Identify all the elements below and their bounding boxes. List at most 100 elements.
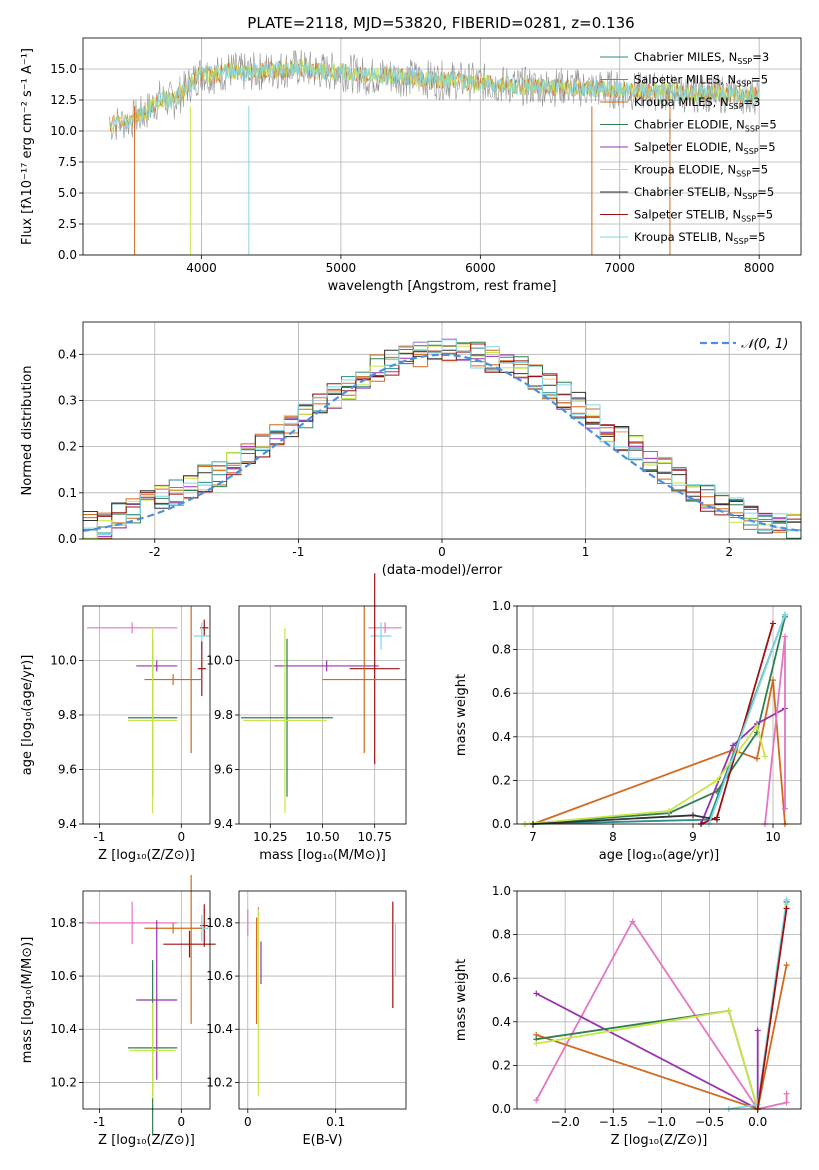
y-tick-label: 10.4 [206,1022,233,1036]
series-line [533,990,761,1112]
x-tick-label: 4000 [186,261,217,275]
x-tick-label: -2 [149,545,161,559]
y-tick-label: 1.0 [492,884,511,898]
data-marker [783,1099,790,1106]
series-line [522,613,788,827]
x-tick-label: -1 [93,830,105,844]
data-point [349,573,400,765]
errorbars [87,606,210,814]
y-axis-label: mass weight [454,674,469,756]
normal-curve [83,353,801,532]
spectrum-lines [109,49,759,255]
x-tick-label: 9 [689,830,697,844]
series-path [532,679,786,825]
y-tick-label: 10.2 [206,1075,233,1089]
axes-frame [82,605,211,825]
data-marker [714,777,720,784]
x-tick-label: 8000 [744,261,775,275]
y-tick-label: 0.6 [492,686,511,700]
x-tick-label: 10.75 [358,830,392,844]
y-tick-label: 0.4 [492,730,511,744]
data-marker [783,962,790,969]
x-axis-label: Z [log₁₀(Z/Z⊙)] [98,1133,195,1148]
legend-label: Chabrier STELIB, NSSP=5 [634,185,774,201]
legend-label: 𝒩(0, 1) [741,337,788,352]
x-axis-label: Z [log₁₀(Z/Z⊙)] [611,1133,708,1148]
series-line [530,611,788,827]
data-marker [762,753,768,760]
grid-mass_vs_ebv [239,891,406,1109]
x-tick-label: 0 [178,830,186,844]
y-axis-label: mass [log₁₀(M/M⊙)] [20,937,35,1064]
panel-mass_vs_z: -1 0 10.2 10.4 10.6 10.8 Z [log₁₀(Z/Z⊙)] mass [… [20,875,216,1148]
data-marker [629,918,636,925]
y-tick-label: 0.0 [492,817,511,831]
y-tick-label: 2.5 [58,217,77,231]
x-tick-label: 2 [725,545,733,559]
axes-frame [82,37,802,256]
y-tick-label: 9.6 [214,763,233,777]
x-axis-label: mass [log₁₀(M/M⊙)] [259,848,386,863]
y-axis-label: age [log₁₀(age/yr)] [20,655,35,776]
x-tick-label: 0.1 [326,1115,345,1129]
histogram-step [83,339,801,539]
panel-mass_weight_vs_z: −2.0 −1.5 −1.0 −0.5 0.0 0.0 0.2 0.4 0.6 0.8 1.0 Z [… [454,884,802,1148]
data-marker [782,633,788,640]
x-tick-label: −1.5 [599,1115,628,1129]
spectrum-line [109,49,759,141]
y-tick-label: 0.2 [58,440,77,454]
data-point [128,627,178,814]
x-tick-label: 1 [582,545,590,559]
panel-age_vs_mass: 10.25 10.50 10.75 9.4 9.6 9.8 10.0 mass [log₁₀(… [206,573,407,863]
data-marker [770,677,776,684]
data-marker [782,611,788,618]
x-tick-label: -1 [93,1115,105,1129]
data-marker [666,807,672,814]
series-line [698,705,788,827]
y-tick-label: 0.2 [492,773,511,787]
y-tick-label: 10.0 [206,654,233,668]
data-marker [725,1007,732,1014]
y-tick-label: 5.0 [58,186,77,200]
legend-label: Salpeter STELIB, NSSP=5 [634,208,773,224]
grid-mass_weight_vs_age [517,605,801,825]
axes-frame [82,890,211,1110]
y-tick-label: 7.5 [58,155,77,169]
y-tick-label: 12.5 [50,93,77,107]
panel-age_vs_z: -1 0 9.4 9.6 9.8 10.0 Z [log₁₀(Z/Z⊙)] age [log₁… [20,605,211,863]
data-marker [690,812,696,819]
errorbars [241,573,406,814]
x-axis-label: age [log₁₀(age/yr)] [599,848,720,863]
data-marker [754,1027,761,1034]
series-path [708,614,786,825]
errorbars [87,875,216,1136]
x-axis-label: E(B-V) [302,1133,342,1148]
x-tick-label: 10 [765,830,780,844]
data-marker [754,722,760,729]
axes-frame [516,605,802,825]
axes-frame [516,890,802,1110]
x-tick-label: 10.25 [253,830,287,844]
legend-label: Salpeter ELODIE, NSSP=5 [634,140,776,156]
x-tick-label: 0 [244,1115,252,1129]
errorbars [247,901,397,1096]
y-tick-label: 0.2 [492,1058,511,1072]
y-tick-label: 0.0 [492,1102,511,1116]
x-axis-label: Z [log₁₀(Z/Z⊙)] [98,848,195,863]
data-marker [783,896,790,903]
y-tick-label: 10.6 [206,969,233,983]
data-marker [714,814,720,821]
data-marker [533,1097,540,1104]
y-tick-label: 0.4 [492,1015,511,1029]
data-marker [782,805,788,812]
data-point [274,660,379,672]
y-tick-label: 0.4 [58,347,77,361]
y-tick-label: 0.8 [492,928,511,942]
histograms [83,338,801,539]
axes-frame [82,321,802,540]
data-marker [533,1040,540,1047]
data-marker [783,905,790,912]
data-marker [533,990,540,997]
data-point [370,622,392,650]
